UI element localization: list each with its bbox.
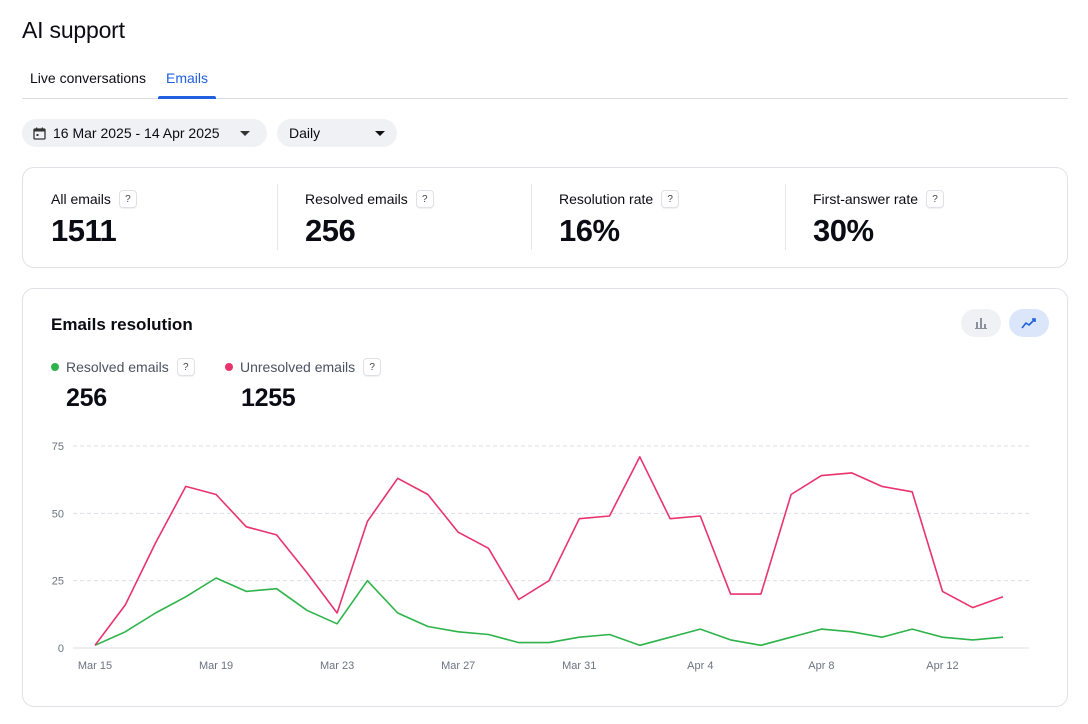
date-range-label: 16 Mar 2025 - 14 Apr 2025	[53, 125, 220, 141]
legend-total-unresolved: 1255	[241, 384, 296, 412]
series-line-resolved-emails	[94, 577, 1004, 647]
x-tick-label: Mar 19	[199, 660, 233, 672]
stat-label: All emails	[51, 191, 111, 207]
legend-resolved: Resolved emails ?	[51, 358, 195, 376]
y-tick-label: 50	[52, 508, 64, 520]
page-title: AI support	[22, 17, 125, 43]
legend-total-resolved: 256	[66, 384, 107, 412]
help-icon[interactable]: ?	[926, 190, 945, 208]
period-dropdown[interactable]: Daily	[277, 119, 397, 147]
stat-value: 16%	[559, 213, 620, 248]
help-icon[interactable]: ?	[415, 190, 434, 208]
help-icon[interactable]: ?	[661, 190, 680, 208]
x-tick-label: Apr 4	[687, 660, 713, 672]
legend-dot	[225, 363, 233, 371]
line-chart: 0 25 50 75 Mar 15 Mar 19 Mar 23 Mar 27 Mar 31 Apr…	[52, 441, 1029, 672]
x-tick-label: Mar 23	[320, 660, 354, 672]
stat-label: Resolved emails	[305, 191, 408, 207]
x-tick-label: Apr 12	[926, 660, 958, 672]
chevron-down-icon	[240, 131, 250, 136]
x-tick-label: Apr 8	[808, 660, 834, 672]
legend-label: Resolved emails	[66, 359, 169, 375]
legend-dot	[51, 363, 59, 371]
stat-label: Resolution rate	[559, 191, 654, 207]
help-icon[interactable]: ?	[363, 358, 382, 376]
emails-resolution-card: Emails resolution Resolved emails ? Unre…	[22, 288, 1068, 707]
date-range-dropdown[interactable]: 16 Mar 2025 - 14 Apr 2025	[22, 119, 267, 147]
x-tick-label: Mar 27	[441, 660, 475, 672]
tab-bar: Live conversations Emails	[22, 60, 1068, 99]
bar-chart-view-button[interactable]	[961, 309, 1001, 337]
chevron-down-icon	[375, 131, 385, 136]
calendar-icon	[33, 127, 46, 140]
y-tick-label: 75	[52, 441, 64, 453]
y-tick-label: 25	[52, 576, 64, 588]
help-icon[interactable]: ?	[176, 358, 195, 376]
y-tick-label: 0	[58, 643, 64, 655]
divider	[531, 184, 532, 250]
tab-live-conversations[interactable]: Live conversations	[30, 70, 146, 86]
stat-value: 1511	[51, 213, 117, 248]
stats-card: All emails? 1511 Resolved emails? 256 Re…	[22, 167, 1068, 268]
line-chart-icon	[1021, 318, 1036, 329]
x-tick-label: Mar 15	[78, 660, 112, 672]
tab-emails[interactable]: Emails	[158, 70, 217, 99]
bar-chart-icon	[975, 318, 987, 329]
line-chart-view-button[interactable]	[1009, 309, 1049, 337]
divider	[277, 184, 278, 250]
legend-label: Unresolved emails	[240, 359, 356, 375]
chart-title: Emails resolution	[51, 315, 193, 334]
legend-unresolved: Unresolved emails ?	[225, 358, 382, 376]
period-label: Daily	[289, 125, 321, 141]
stat-value: 30%	[813, 213, 874, 248]
stat-label: First-answer rate	[813, 191, 919, 207]
divider	[785, 184, 786, 250]
x-tick-label: Mar 31	[562, 660, 596, 672]
series-line-unresolved-emails	[94, 456, 1004, 646]
stat-value: 256	[305, 213, 356, 248]
help-icon[interactable]: ?	[118, 190, 137, 208]
